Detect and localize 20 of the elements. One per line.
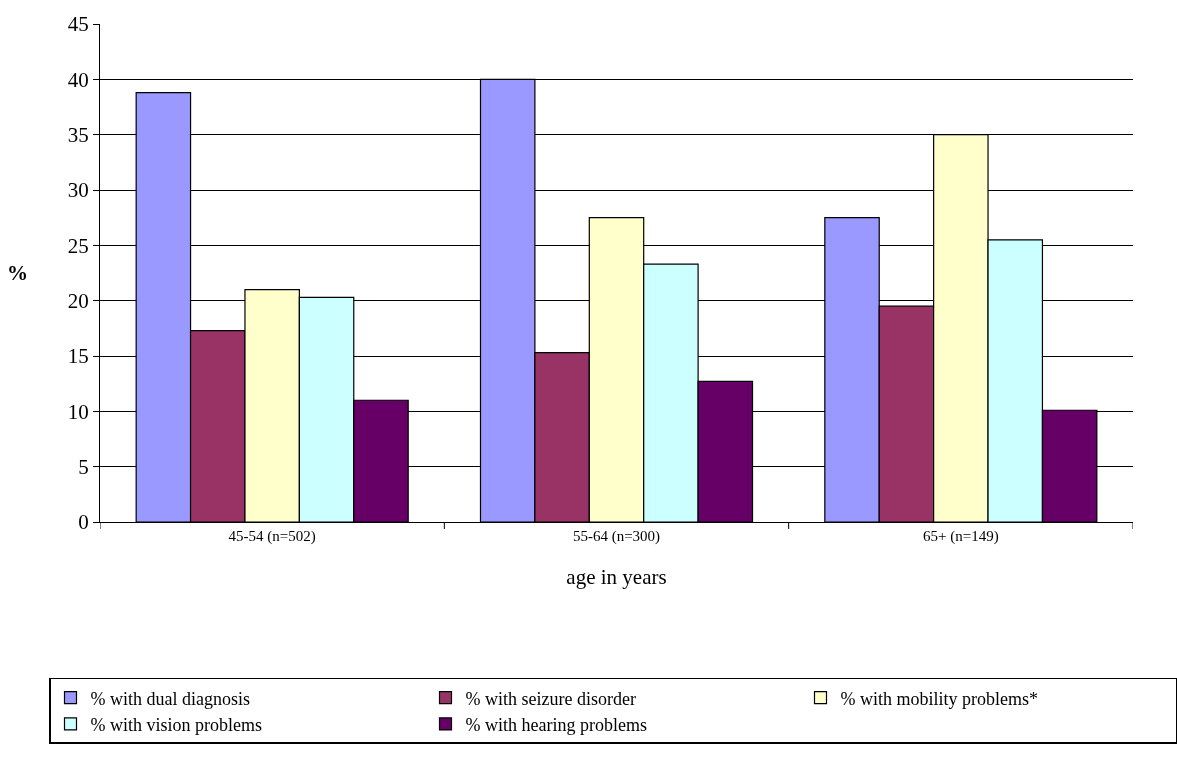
legend-label: % with mobility problems* — [840, 688, 1038, 709]
y-axis-title: % — [7, 261, 28, 285]
y-tick-label: 30 — [67, 178, 89, 203]
x-tick-label: 45-54 (n=502) — [228, 528, 316, 545]
y-tick-label: 35 — [67, 123, 89, 148]
legend-label: % with dual diagnosis — [90, 688, 250, 709]
legend-label: % with hearing problems — [465, 714, 647, 735]
y-tick-label: 15 — [67, 344, 89, 369]
y-tick-label: 25 — [67, 233, 89, 258]
y-tick-label: 45 — [67, 12, 89, 37]
y-tick-label: 20 — [67, 289, 89, 314]
x-tick-label: 55-64 (n=300) — [572, 528, 661, 545]
legend-label: % with vision problems — [90, 714, 262, 735]
x-tick-label: 65+ (n=149) — [922, 528, 999, 545]
y-tick-label: 10 — [67, 399, 89, 424]
y-tick-label: 40 — [67, 67, 89, 92]
y-tick-label: 5 — [78, 455, 89, 480]
legend-label: % with seizure disorder — [465, 688, 636, 709]
y-tick-label: 0 — [78, 510, 89, 535]
x-axis-title: age in years — [566, 565, 667, 590]
